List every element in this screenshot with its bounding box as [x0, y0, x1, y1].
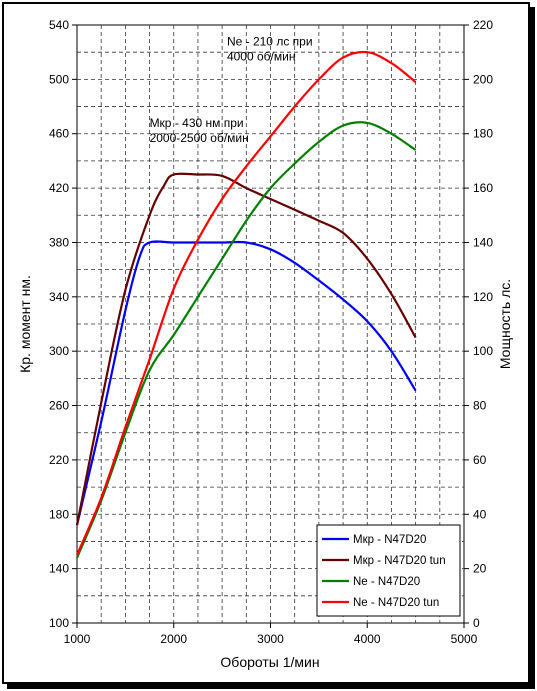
series-line-3	[75, 121, 417, 559]
y-left-ticks: 100 140 180 220 260 300 340 380 420 460 500 540	[49, 18, 77, 630]
annotation-2-line-2: 2000-2500 об/мин	[150, 131, 249, 145]
y-right-tick-label: 200	[473, 72, 493, 86]
y-left-tick-label: 460	[49, 127, 69, 141]
legend: Мкр - N47D20 Мкр - N47D20 tun Ne - N47D20 N…	[316, 524, 461, 617]
y-right-tick-label: 180	[473, 127, 493, 141]
legend-label-4: Ne - N47D20 tun	[353, 597, 439, 609]
y-left-tick-label: 100	[49, 616, 69, 630]
y-left-tick-label: 340	[49, 290, 69, 304]
x-tick-label: 4000	[354, 632, 381, 646]
y-right-tick-label: 40	[473, 507, 487, 521]
legend-label-1: Мкр - N47D20	[353, 534, 426, 546]
x-tick-label: 1000	[64, 632, 91, 646]
series-lines	[75, 50, 417, 559]
y-left-tick-label: 180	[49, 507, 69, 521]
y-left-tick-label: 140	[49, 562, 69, 576]
annotation-1-line-2: 4000 об/мин	[227, 49, 296, 63]
frame-shadow-right	[530, 7, 535, 689]
legend-label-3: Ne - N47D20	[353, 576, 420, 588]
legend-label-2: Мкр - N47D20 tun	[353, 555, 446, 567]
x-ticks: 1000 2000 3000 4000 5000	[64, 623, 478, 646]
y-left-axis-label: Кр. момент нм.	[17, 275, 33, 373]
gridlines	[77, 25, 464, 623]
y-right-tick-label: 100	[473, 344, 493, 358]
y-left-tick-label: 260	[49, 399, 69, 413]
y-left-tick-label: 500	[49, 72, 69, 86]
series-line-2	[75, 172, 417, 526]
x-axis-label: Обороты 1/мин	[220, 654, 319, 670]
frame-shadow-bottom	[7, 684, 535, 689]
x-tick-label: 3000	[257, 632, 284, 646]
y-right-tick-label: 60	[473, 453, 487, 467]
legend-items: Мкр - N47D20 Мкр - N47D20 tun Ne - N47D20 N…	[322, 534, 446, 609]
y-right-tick-label: 140	[473, 235, 493, 249]
legend-box	[316, 524, 461, 617]
series-line-1	[75, 240, 417, 526]
y-left-tick-label: 420	[49, 181, 69, 195]
y-right-tick-label: 220	[473, 18, 493, 32]
series-line-4	[75, 50, 417, 556]
y-left-tick-label: 220	[49, 453, 69, 467]
y-left-tick-label: 540	[49, 18, 69, 32]
y-right-tick-label: 160	[473, 181, 493, 195]
annotation-2-line-1: Мкр - 430 нм при	[150, 116, 244, 130]
annotation-1-line-1: Ne - 210 лс при	[227, 34, 313, 48]
y-right-tick-label: 120	[473, 290, 493, 304]
y-right-tick-label: 80	[473, 399, 487, 413]
x-tick-label: 2000	[160, 632, 187, 646]
x-tick-label: 5000	[451, 632, 478, 646]
y-left-tick-label: 300	[49, 344, 69, 358]
y-right-tick-label: 0	[473, 616, 480, 630]
y-right-tick-label: 20	[473, 562, 487, 576]
y-right-ticks: 0 20 40 60 80 100 120 140 160 180 200 220	[464, 18, 493, 630]
y-left-tick-label: 380	[49, 235, 69, 249]
y-right-axis-label: Мощность лс.	[497, 279, 513, 369]
